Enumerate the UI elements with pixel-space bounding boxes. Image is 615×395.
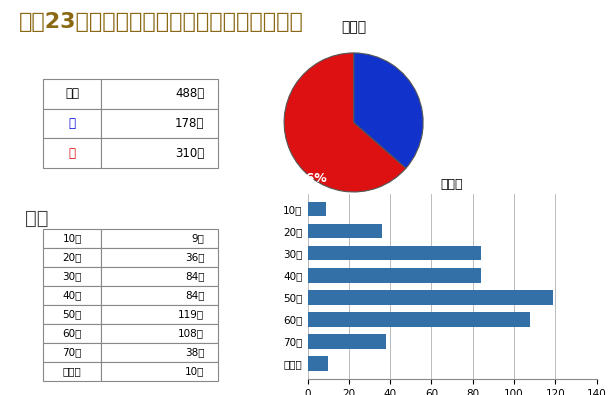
Title: 年代別: 年代別 (441, 178, 463, 191)
Bar (308, 290, 554, 305)
Bar (308, 202, 326, 216)
Text: 女: 女 (69, 147, 76, 160)
Text: 310人: 310人 (175, 147, 204, 160)
Text: 30代: 30代 (63, 271, 82, 282)
Text: 男：36%: 男：36% (282, 171, 327, 184)
Text: 70代: 70代 (63, 347, 82, 357)
Text: 合計: 合計 (65, 87, 79, 100)
Text: 男: 男 (69, 117, 76, 130)
Bar (308, 246, 481, 260)
Text: 178人: 178人 (175, 117, 204, 130)
Bar (308, 224, 382, 239)
Bar (308, 268, 481, 282)
Text: 36人: 36人 (184, 252, 204, 263)
Text: 女：36%: 女：36% (231, 212, 275, 224)
Text: 84人: 84人 (184, 271, 204, 282)
Text: 10人: 10人 (185, 366, 204, 376)
Title: 男女比: 男女比 (341, 21, 366, 34)
Text: 平成23年度産業まつり　アンケート集計結果: 平成23年度産業まつり アンケート集計結果 (18, 12, 303, 32)
Text: 10代: 10代 (63, 233, 82, 244)
Text: 20代: 20代 (63, 252, 82, 263)
Bar (308, 334, 386, 349)
Text: 60代: 60代 (63, 328, 82, 339)
Text: 38人: 38人 (184, 347, 204, 357)
Wedge shape (354, 53, 423, 168)
Bar (308, 356, 328, 371)
Text: 9人: 9人 (191, 233, 204, 244)
Text: 119人: 119人 (178, 309, 204, 320)
Text: 84人: 84人 (184, 290, 204, 301)
Bar (308, 312, 531, 327)
Text: 40代: 40代 (63, 290, 82, 301)
Text: 年代: 年代 (25, 209, 48, 228)
Text: 108人: 108人 (178, 328, 204, 339)
Wedge shape (284, 53, 406, 192)
Text: 50代: 50代 (63, 309, 82, 320)
Text: 488人: 488人 (175, 87, 204, 100)
Text: ひみつ: ひみつ (63, 366, 82, 376)
